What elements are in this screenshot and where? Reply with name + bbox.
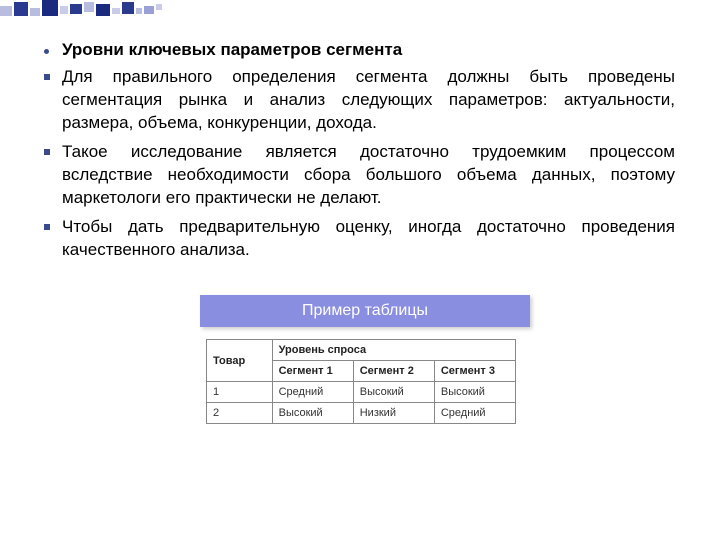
deco-block xyxy=(112,8,120,14)
deco-block xyxy=(96,4,110,16)
bullet-text: Для правильного определения сегмента дол… xyxy=(62,66,675,135)
bullet-text: Такое исследование является достаточно т… xyxy=(62,141,675,210)
bullet-list: Уровни ключевых параметров сегмента Для … xyxy=(62,40,675,262)
bullet-title-item: Уровни ключевых параметров сегмента xyxy=(62,40,675,60)
slide-content: Уровни ключевых параметров сегмента Для … xyxy=(62,40,675,268)
deco-block xyxy=(156,4,162,10)
bullet-item: Чтобы дать предварительную оценку, иногд… xyxy=(62,216,675,262)
bullet-item: Для правильного определения сегмента дол… xyxy=(62,66,675,135)
header-demand: Уровень спроса xyxy=(272,340,515,361)
cell-product: 1 xyxy=(207,382,273,403)
header-product: Товар xyxy=(207,340,273,382)
deco-block xyxy=(60,6,68,14)
cell-value: Высокий xyxy=(353,382,434,403)
deco-block xyxy=(122,2,134,14)
deco-block xyxy=(14,2,28,16)
table-row: Товар Уровень спроса xyxy=(207,340,516,361)
deco-block xyxy=(70,4,82,14)
table-row: 1 Средний Высокий Высокий xyxy=(207,382,516,403)
top-decoration xyxy=(0,0,164,22)
table-banner: Пример таблицы xyxy=(200,295,530,327)
deco-block xyxy=(144,6,154,14)
cell-value: Высокий xyxy=(434,382,515,403)
bullet-item: Такое исследование является достаточно т… xyxy=(62,141,675,210)
deco-block xyxy=(42,0,58,16)
bullet-text: Чтобы дать предварительную оценку, иногд… xyxy=(62,216,675,262)
cell-value: Средний xyxy=(272,382,353,403)
header-segment: Сегмент 1 xyxy=(272,361,353,382)
cell-value: Высокий xyxy=(272,403,353,424)
table-section: Пример таблицы Товар Уровень спроса Сегм… xyxy=(200,295,530,424)
table-row: 2 Высокий Низкий Средний xyxy=(207,403,516,424)
cell-product: 2 xyxy=(207,403,273,424)
deco-block xyxy=(136,8,142,14)
header-segment: Сегмент 3 xyxy=(434,361,515,382)
bullet-title: Уровни ключевых параметров сегмента xyxy=(62,40,402,59)
cell-value: Средний xyxy=(434,403,515,424)
deco-block xyxy=(84,2,94,12)
header-segment: Сегмент 2 xyxy=(353,361,434,382)
cell-value: Низкий xyxy=(353,403,434,424)
demand-table: Товар Уровень спроса Сегмент 1 Сегмент 2… xyxy=(206,339,516,424)
deco-block xyxy=(30,8,40,16)
deco-block xyxy=(0,6,12,16)
